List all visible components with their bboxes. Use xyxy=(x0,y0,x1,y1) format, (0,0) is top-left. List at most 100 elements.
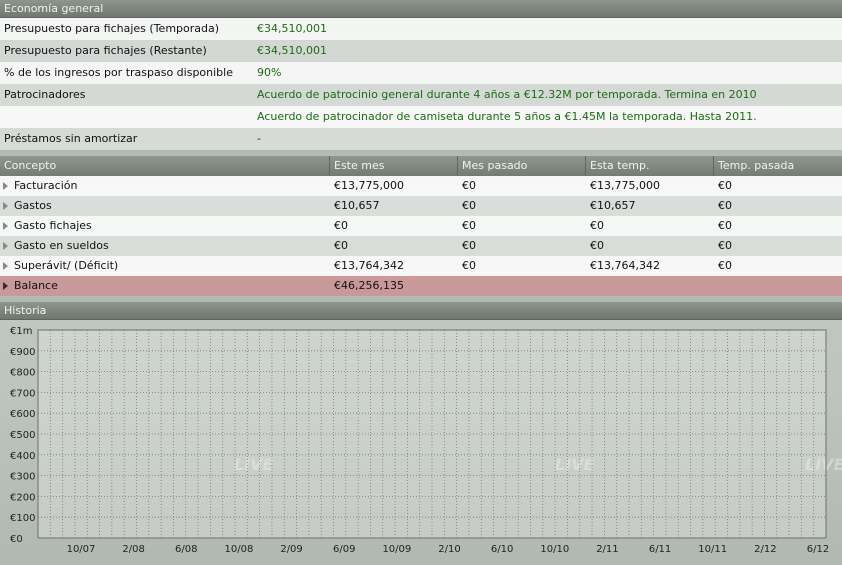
eco-label: Préstamos sin amortizar xyxy=(4,132,138,145)
row-this-month: €10,657 xyxy=(334,199,380,212)
row-last-month: €0 xyxy=(462,199,476,212)
column-header-label: Concepto xyxy=(4,159,57,172)
y-tick-label: €0 xyxy=(10,534,23,545)
expand-arrow-icon[interactable] xyxy=(3,282,8,290)
x-tick-label: 10/10 xyxy=(540,544,569,555)
row-this-month: €0 xyxy=(334,219,348,232)
row-concept: Facturación xyxy=(14,179,78,192)
row-concept: Gasto fichajes xyxy=(14,219,92,232)
row-last-season: €0 xyxy=(718,239,732,252)
eco-value: €34,510,001 xyxy=(257,44,327,57)
y-tick-label: €300 xyxy=(10,472,35,483)
column-header-label: Este mes xyxy=(334,159,385,172)
column-header-last-month[interactable]: Mes pasado xyxy=(458,156,586,176)
column-header-label: Mes pasado xyxy=(462,159,528,172)
row-this-month: €46,256,135 xyxy=(334,279,404,292)
row-this-season xyxy=(586,276,590,296)
table-row[interactable]: Facturación €13,775,000 €0 €13,775,000 €… xyxy=(0,176,842,196)
live-watermark: LIVE xyxy=(805,455,842,474)
eco-value: - xyxy=(257,132,261,145)
x-tick-label: 10/08 xyxy=(225,544,254,555)
x-tick-label: 10/11 xyxy=(698,544,727,555)
x-tick-label: 10/09 xyxy=(382,544,411,555)
row-this-season: €13,764,342 xyxy=(590,259,660,272)
column-header-this-season[interactable]: Esta temp. xyxy=(586,156,714,176)
y-tick-label: €800 xyxy=(10,368,35,379)
row-last-season: €0 xyxy=(718,219,732,232)
history-title: Historia xyxy=(4,304,47,317)
economy-row-budget-remaining: Presupuesto para fichajes (Restante) €34… xyxy=(0,40,842,62)
finance-table-header: Concepto Este mes Mes pasado Esta temp. … xyxy=(0,156,842,176)
y-tick-label: €1m xyxy=(10,326,32,337)
eco-label: Presupuesto para fichajes (Temporada) xyxy=(4,22,220,35)
eco-value: Acuerdo de patrocinio general durante 4 … xyxy=(257,88,757,101)
y-tick-label: €100 xyxy=(10,513,35,524)
x-tick-label: 2/11 xyxy=(596,544,618,555)
x-tick-label: 2/08 xyxy=(122,544,144,555)
table-row[interactable]: Gastos €10,657 €0 €10,657 €0 xyxy=(0,196,842,216)
x-tick-label: 6/10 xyxy=(491,544,513,555)
history-header: Historia xyxy=(0,302,842,320)
eco-value: €34,510,001 xyxy=(257,22,327,35)
column-header-concept[interactable]: Concepto xyxy=(0,156,330,176)
column-header-label: Esta temp. xyxy=(590,159,650,172)
row-last-season xyxy=(714,276,718,296)
expand-arrow-icon[interactable] xyxy=(3,222,8,230)
row-last-month: €0 xyxy=(462,259,476,272)
row-last-month: €0 xyxy=(462,239,476,252)
table-row[interactable]: Gasto en sueldos €0 €0 €0 €0 xyxy=(0,236,842,256)
x-tick-label: 2/10 xyxy=(438,544,460,555)
eco-value: 90% xyxy=(257,66,282,79)
live-watermark: LIVE xyxy=(234,455,273,474)
y-tick-label: €400 xyxy=(10,451,35,462)
column-header-last-season[interactable]: Temp. pasada xyxy=(714,156,842,176)
expand-arrow-icon[interactable] xyxy=(3,182,8,190)
table-row[interactable]: Gasto fichajes €0 €0 €0 €0 xyxy=(0,216,842,236)
y-tick-label: €700 xyxy=(10,388,35,399)
row-concept: Gastos xyxy=(14,199,52,212)
row-last-month xyxy=(458,276,462,296)
row-last-season: €0 xyxy=(718,199,732,212)
table-row-balance[interactable]: Balance €46,256,135 xyxy=(0,276,842,296)
row-last-season: €0 xyxy=(718,179,732,192)
x-tick-label: 6/11 xyxy=(649,544,671,555)
economy-row-transfer-percent: % de los ingresos por traspaso disponibl… xyxy=(0,62,842,84)
economy-row-sponsors-2: Acuerdo de patrocinador de camiseta dura… xyxy=(0,106,842,128)
row-this-season: €0 xyxy=(590,219,604,232)
row-concept: Superávit/ (Déficit) xyxy=(14,259,119,272)
row-last-month: €0 xyxy=(462,219,476,232)
chart-background xyxy=(0,320,842,565)
table-row[interactable]: Superávit/ (Déficit) €13,764,342 €0 €13,… xyxy=(0,256,842,276)
expand-arrow-icon[interactable] xyxy=(3,202,8,210)
y-tick-label: €900 xyxy=(10,347,35,358)
x-tick-label: 6/09 xyxy=(333,544,355,555)
y-tick-label: €500 xyxy=(10,430,35,441)
row-this-season: €13,775,000 xyxy=(590,179,660,192)
row-last-season: €0 xyxy=(718,259,732,272)
x-tick-label: 6/08 xyxy=(175,544,197,555)
economy-title: Economía general xyxy=(4,2,104,15)
column-header-label: Temp. pasada xyxy=(718,159,795,172)
column-header-this-month[interactable]: Este mes xyxy=(330,156,458,176)
economy-row-sponsors: Patrocinadores Acuerdo de patrocinio gen… xyxy=(0,84,842,106)
x-tick-label: 2/12 xyxy=(754,544,776,555)
y-tick-label: €200 xyxy=(10,492,35,503)
expand-arrow-icon[interactable] xyxy=(3,262,8,270)
row-concept: Gasto en sueldos xyxy=(14,239,109,252)
live-watermark: LIVE xyxy=(555,455,594,474)
eco-label: Presupuesto para fichajes (Restante) xyxy=(4,44,207,57)
row-this-season: €10,657 xyxy=(590,199,636,212)
y-tick-label: €600 xyxy=(10,409,35,420)
expand-arrow-icon[interactable] xyxy=(3,242,8,250)
history-chart-svg: €1m €900 €800 €700 €600 €500 €400 €300 €200 €100 €… xyxy=(10,326,829,555)
x-tick-label: 6/12 xyxy=(807,544,829,555)
row-this-month: €13,775,000 xyxy=(334,179,404,192)
row-this-month: €0 xyxy=(334,239,348,252)
x-tick-label: 10/07 xyxy=(67,544,96,555)
eco-label: Patrocinadores xyxy=(4,88,86,101)
economy-row-loans: Préstamos sin amortizar - xyxy=(0,128,842,150)
history-chart: LIVE LIVE LIVE €1m €900 €800 €700 €600 €500 €4… xyxy=(0,320,842,565)
eco-label: % de los ingresos por traspaso disponibl… xyxy=(4,66,233,79)
economy-row-budget-season: Presupuesto para fichajes (Temporada) €3… xyxy=(0,18,842,40)
row-concept: Balance xyxy=(14,279,58,292)
